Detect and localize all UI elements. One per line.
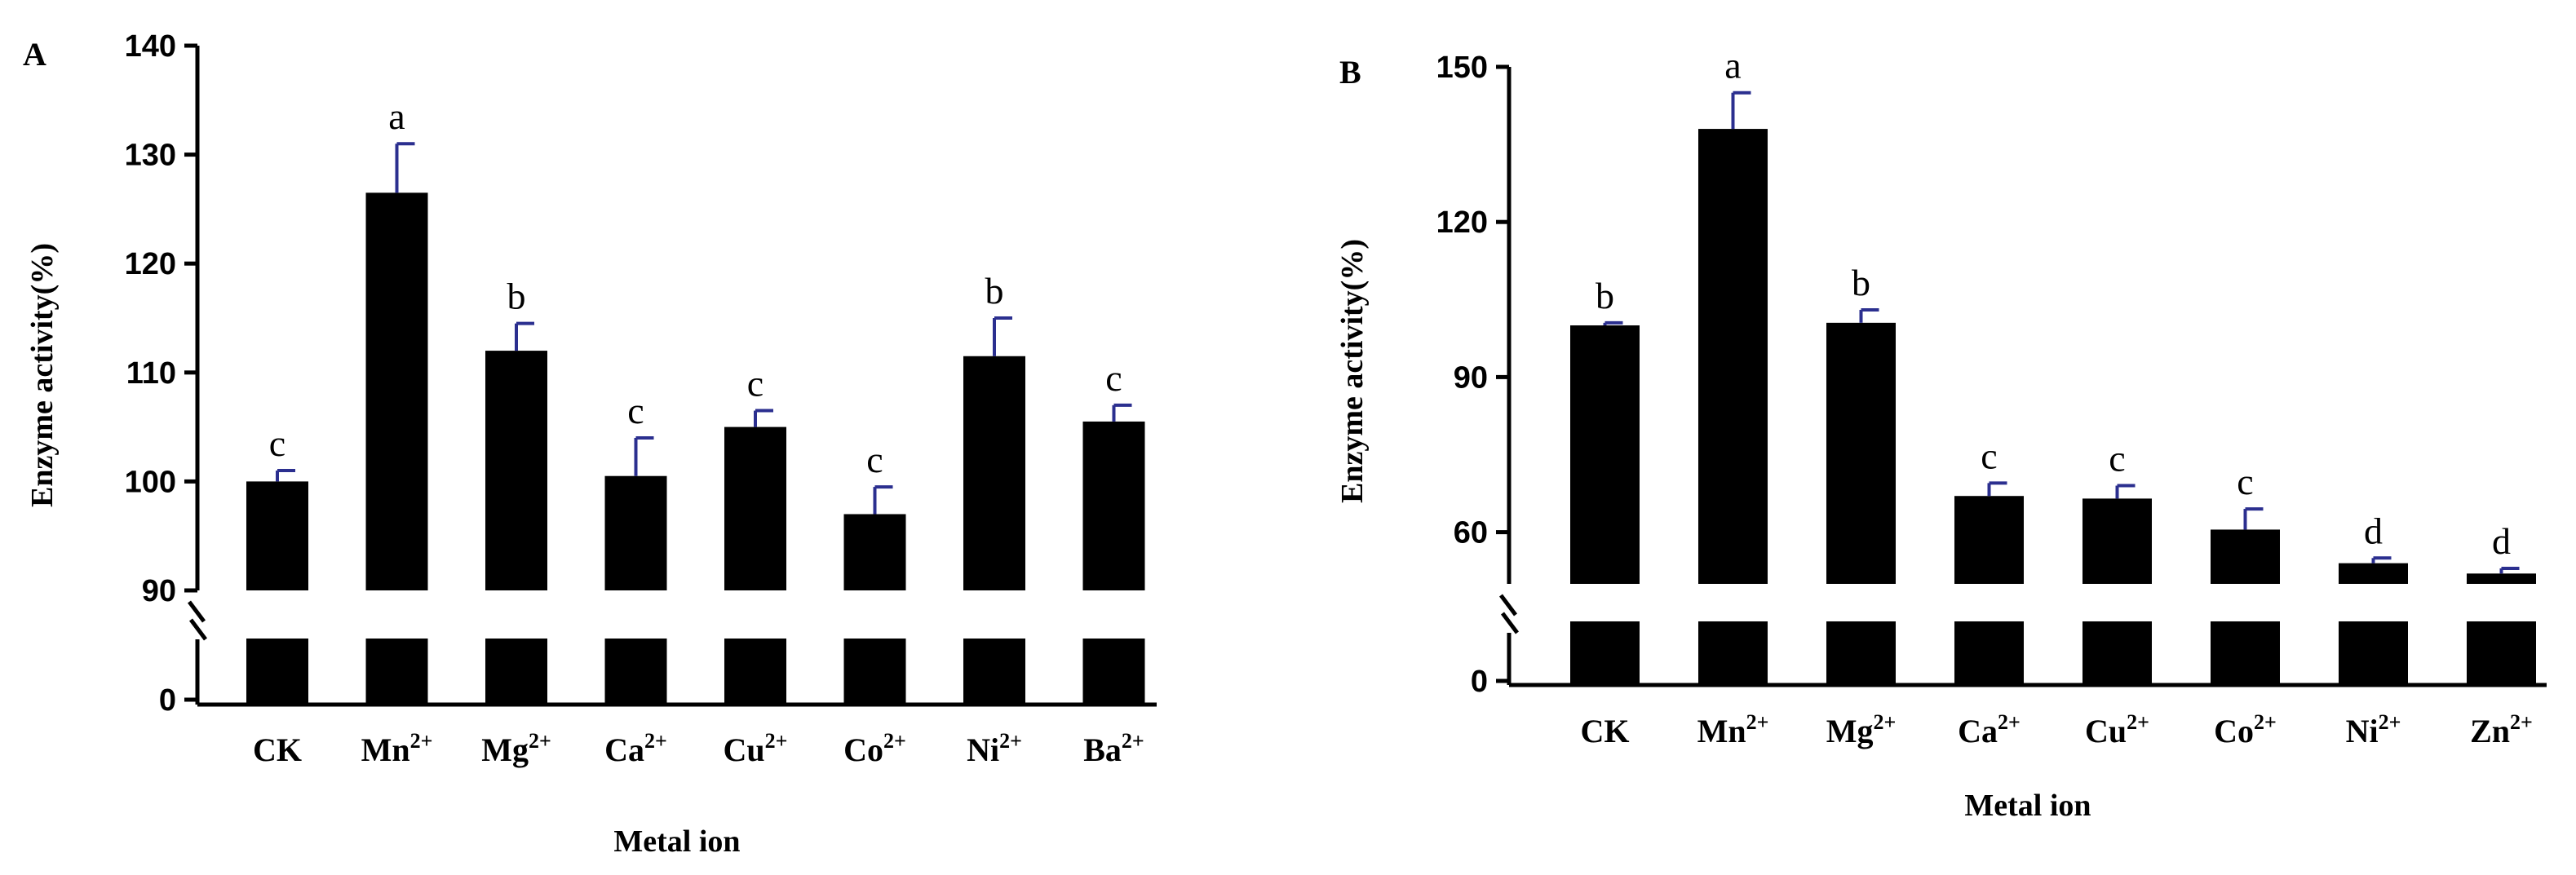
y-axis-title: Enzyme activity(%) (1335, 239, 1370, 503)
significance-label: d (2492, 520, 2511, 562)
bar (2467, 573, 2536, 584)
bar (365, 192, 428, 591)
category-label: CK (1581, 713, 1630, 749)
category-label: Ca2+ (604, 729, 667, 768)
category-label: Ca2+ (1958, 710, 2021, 749)
bar-stub (365, 639, 428, 705)
significance-label: c (627, 390, 644, 431)
y-tick-label: 150 (1436, 51, 1488, 85)
significance-label: a (1724, 45, 1741, 86)
category-label: Cu2+ (2085, 710, 2149, 749)
panel-letter: A (23, 36, 46, 73)
y-tick-label: 90 (142, 574, 176, 608)
bar-stub (963, 639, 1025, 705)
significance-label: c (1981, 435, 1997, 476)
y-tick-label: 60 (1454, 516, 1488, 550)
significance-label: c (1105, 357, 1122, 399)
significance-label: c (747, 363, 764, 404)
bar (1826, 322, 1896, 584)
y-tick-label: 120 (1436, 205, 1488, 240)
y-tick-label: 140 (125, 29, 176, 64)
category-label: Ba2+ (1083, 729, 1144, 768)
y-tick-label: 0 (1471, 665, 1488, 699)
bar (1082, 421, 1145, 590)
category-label: Co2+ (843, 729, 906, 768)
category-label: Ni2+ (2346, 710, 2401, 749)
bar-stub (604, 639, 667, 705)
bar (963, 356, 1025, 590)
significance-label: c (269, 422, 285, 464)
bar (2211, 529, 2280, 584)
significance-label: c (2109, 438, 2125, 479)
y-axis-title: Enzyme activity(%) (25, 243, 60, 507)
bar-stub (2211, 621, 2280, 685)
category-label: Co2+ (2214, 710, 2277, 749)
bar (485, 351, 547, 590)
panel-b: B 0 60 90 120 150 Enzyme activity(%) Metal ion b… (1335, 45, 2547, 823)
y-tick-label: 90 (1454, 360, 1488, 395)
significance-label: b (1596, 275, 1614, 316)
bar (1570, 325, 1640, 584)
axis-break-mark (189, 618, 207, 641)
bar-stub (1082, 639, 1145, 705)
significance-label: a (388, 95, 405, 137)
panel-letter: B (1339, 54, 1361, 91)
y-tick-label: 100 (125, 465, 176, 499)
significance-label: b (985, 270, 1004, 312)
y-tick-label: 130 (125, 139, 176, 173)
x-axis-title: Metal ion (1964, 789, 2091, 823)
bar-stub (1826, 621, 1896, 685)
category-label: Cu2+ (724, 729, 788, 768)
y-tick-label: 120 (125, 247, 176, 281)
axis-break-mark (188, 600, 206, 623)
bar (843, 514, 906, 590)
category-label: CK (253, 731, 302, 768)
axis-break-mark (1499, 594, 1517, 616)
bar-stub (2467, 621, 2536, 685)
panel-a: A 0 90 100 110 120 130 140 Enzyme activity(%) Met… (23, 29, 1157, 859)
category-label: Zn2+ (2470, 710, 2533, 749)
category-label: Mg2+ (481, 729, 551, 768)
bar-stub (2082, 621, 2152, 685)
axis-break-mark (1501, 612, 1519, 634)
bar (724, 426, 786, 590)
bar-stub (1698, 621, 1768, 685)
bar-stub (724, 639, 786, 705)
significance-label: b (507, 276, 526, 317)
bar-stub (843, 639, 906, 705)
category-label: Ni2+ (967, 729, 1022, 768)
bar (246, 481, 308, 590)
category-label: Mg2+ (1826, 710, 1897, 749)
bar (2082, 498, 2152, 584)
x-axis-title: Metal ion (613, 824, 740, 859)
bar (1954, 496, 2024, 584)
significance-label: c (866, 439, 883, 480)
significance-label: b (1852, 262, 1870, 303)
bar-stub (1954, 621, 2024, 685)
y-tick-label: 110 (126, 356, 176, 391)
bar-stub (246, 639, 308, 705)
bar (1698, 129, 1768, 584)
y-tick-label: 0 (159, 683, 176, 718)
significance-label: d (2364, 510, 2383, 551)
bar-stub (1570, 621, 1640, 685)
significance-label: c (2237, 461, 2253, 502)
bar (2339, 563, 2408, 584)
bar (604, 475, 667, 590)
category-label: Mn2+ (1697, 710, 1769, 749)
bar-stub (2339, 621, 2408, 685)
bar-stub (485, 639, 547, 705)
category-label: Mn2+ (361, 729, 433, 768)
